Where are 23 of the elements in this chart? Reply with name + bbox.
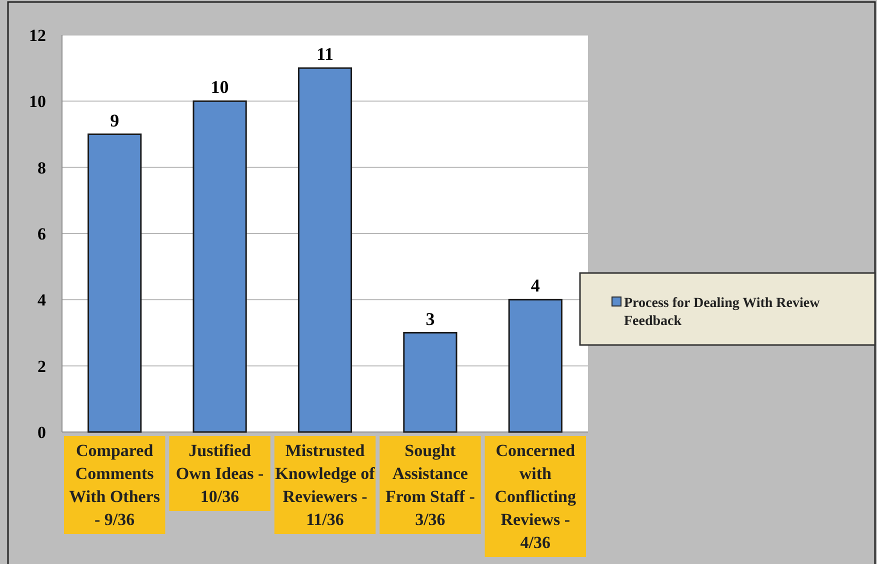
data-label: 10	[210, 77, 229, 98]
y-tick-label: 4	[38, 290, 46, 310]
data-label: 11	[316, 44, 334, 64]
x-tick-label: Mistrusted Knowledge of Reviewers - 11/36	[275, 441, 376, 529]
legend-label: Process for Dealing With Review Feedback	[624, 296, 821, 329]
y-tick-label: 8	[38, 158, 46, 178]
data-label: 9	[110, 110, 120, 130]
x-tick-label: Concerned with Conflicting Reviews - 4/36	[494, 441, 577, 552]
y-tick-label: 2	[38, 356, 46, 376]
bar	[192, 100, 247, 433]
x-tick-label: Compared Comments With Others - 9/36	[69, 441, 160, 529]
x-tick-label: Justified Own Ideas - 10/36	[176, 441, 264, 506]
bar	[508, 298, 562, 433]
y-tick-label: 0	[38, 423, 46, 442]
data-label: 4	[530, 276, 540, 296]
bar	[298, 67, 352, 433]
y-tick-label: 10	[29, 92, 46, 112]
bar	[88, 134, 142, 433]
x-tick-label: Sought Assistance From Staff - 3/36	[386, 441, 476, 529]
data-label: 3	[426, 308, 435, 329]
y-tick-label: 6	[38, 224, 46, 244]
y-tick-label: 12	[29, 26, 46, 45]
bar	[403, 332, 458, 433]
